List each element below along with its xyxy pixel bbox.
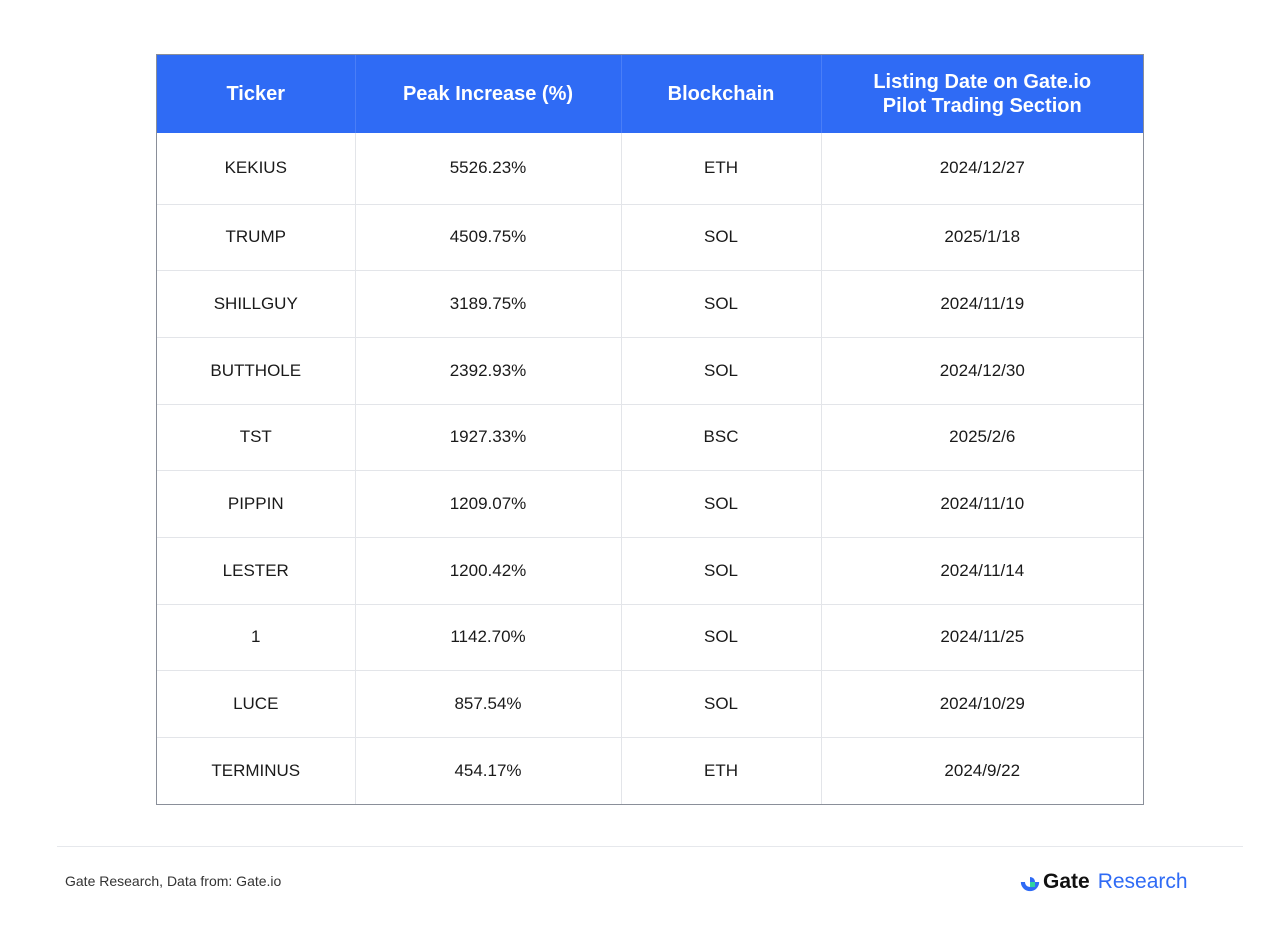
table-header: Ticker Peak Increase (%) Blockchain List… [157, 55, 1143, 133]
table-row: BUTTHOLE 2392.93% SOL 2024/12/30 [157, 337, 1143, 405]
cell-ticker: 1 [157, 604, 356, 671]
cell-listing-date: 2024/10/29 [939, 694, 1025, 714]
table-row: TST 1927.33% BSC 2025/2/6 [157, 404, 1143, 471]
table-row: 1 1142.70% SOL 2024/11/25 [157, 604, 1143, 671]
cell-listing-date: 2024/11/14 [940, 560, 1025, 580]
cell-listing-date: 2024/11/19 [940, 294, 1025, 314]
cell-ticker: LESTER [157, 537, 356, 605]
cell-blockchain: ETH [621, 133, 822, 204]
cell-blockchain: SOL [621, 470, 822, 538]
cell-listing-date: 2024/11/25 [940, 627, 1025, 647]
table-row: PIPPIN 1209.07% SOL 2024/11/10 [157, 470, 1143, 538]
cell-blockchain: SOL [621, 204, 822, 271]
cell-blockchain: SOL [621, 604, 822, 671]
cell-ticker: KEKIUS [157, 133, 356, 204]
table-row: TERMINUS 454.17% ETH 2024/9/22 [157, 737, 1143, 805]
brand-name: Gate [1043, 870, 1090, 893]
header-row: Ticker Peak Increase (%) Blockchain List… [157, 55, 1143, 133]
cell-peak-increase: 5526.23% [355, 133, 622, 204]
cell-blockchain: SOL [621, 270, 822, 338]
cell-listing-date: 2025/1/18 [944, 227, 1021, 247]
header-peak-increase: Peak Increase (%) [355, 55, 622, 133]
table-row: SHILLGUY 3189.75% SOL 2024/11/19 [157, 270, 1143, 338]
gate-logo-icon [1020, 872, 1040, 892]
source-note: Gate Research, Data from: Gate.io [65, 873, 282, 889]
listing-table: Ticker Peak Increase (%) Blockchain List… [157, 55, 1143, 805]
header-listing-date-line2: Pilot Trading Section [882, 95, 1082, 117]
cell-ticker: TST [157, 404, 356, 471]
cell-ticker: SHILLGUY [157, 270, 356, 338]
cell-peak-increase: 1142.70% [355, 604, 622, 671]
data-table: Ticker Peak Increase (%) Blockchain List… [156, 54, 1144, 806]
cell-ticker: LUCE [157, 670, 356, 738]
cell-blockchain: SOL [621, 537, 822, 605]
cell-peak-increase: 1200.42% [355, 537, 622, 605]
header-blockchain: Blockchain [621, 55, 822, 133]
cell-listing-date: 2024/12/27 [939, 158, 1025, 178]
cell-ticker: TERMINUS [157, 737, 356, 805]
cell-peak-increase: 1209.07% [355, 470, 622, 538]
table-row: KEKIUS 5526.23% ETH 2024/12/27 [157, 133, 1143, 204]
cell-peak-increase: 3189.75% [355, 270, 622, 338]
cell-blockchain: BSC [621, 404, 822, 471]
brand-logo: Gate Research [1019, 868, 1188, 896]
brand-subtitle: Research [1097, 870, 1188, 893]
cell-ticker: BUTTHOLE [157, 337, 356, 405]
table-row: TRUMP 4509.75% SOL 2025/1/18 [157, 204, 1143, 271]
cell-peak-increase: 4509.75% [355, 204, 622, 271]
cell-listing-date: 2024/12/30 [939, 360, 1025, 380]
cell-peak-increase: 2392.93% [355, 337, 622, 405]
header-listing-date-line1: Listing Date on Gate.io [873, 71, 1092, 93]
cell-peak-increase: 857.54% [355, 670, 622, 738]
cell-peak-increase: 1927.33% [355, 404, 622, 471]
header-ticker: Ticker [157, 55, 356, 133]
cell-peak-increase: 454.17% [355, 737, 622, 805]
footer-divider [57, 846, 1243, 847]
header-listing-date: Listing Date on Gate.io Pilot Trading Se… [821, 55, 1143, 133]
cell-listing-date: 2025/2/6 [949, 427, 1016, 447]
cell-ticker: TRUMP [157, 204, 356, 271]
cell-blockchain: SOL [621, 670, 822, 738]
cell-listing-date: 2024/11/10 [940, 494, 1025, 514]
table-row: LESTER 1200.42% SOL 2024/11/14 [157, 537, 1143, 605]
cell-listing-date: 2024/9/22 [944, 761, 1021, 781]
cell-blockchain: SOL [621, 337, 822, 405]
cell-blockchain: ETH [621, 737, 822, 805]
table-body: KEKIUS 5526.23% ETH 2024/12/27 TRUMP 450… [157, 133, 1143, 805]
cell-ticker: PIPPIN [157, 470, 356, 538]
table-row: LUCE 857.54% SOL 2024/10/29 [157, 670, 1143, 738]
